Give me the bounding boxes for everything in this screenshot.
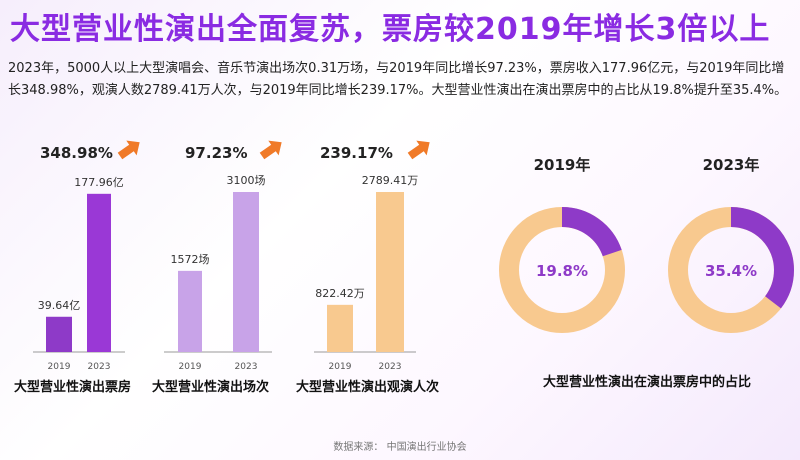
donut-1-slice — [499, 207, 625, 333]
value-label-3-2023: 2789.41万 — [362, 174, 419, 187]
value-label-3-2019: 822.42万 — [315, 287, 365, 300]
growth-label-1: 348.98% — [40, 144, 113, 162]
growth-label-2: 97.23% — [185, 144, 247, 162]
summary-text: 2023年，5000人以上大型演唱会、音乐节演出场次0.31万场，与2019年同… — [8, 61, 788, 98]
donut-2-slice — [668, 207, 794, 333]
bar-1-2023 — [87, 193, 111, 352]
chart-3-title: 大型营业性演出观演人次 — [296, 379, 439, 395]
donut-1-year: 2019年 — [534, 156, 591, 174]
value-label-1-2019: 39.64亿 — [38, 299, 81, 312]
bar-2-2023 — [233, 192, 259, 352]
bar-3-2023 — [376, 192, 404, 352]
tick-label-2-2019: 2019 — [179, 362, 202, 372]
data-source: 数据来源： 中国演出行业协会 — [333, 442, 467, 453]
pie-chart-title: 大型营业性演出在演出票房中的占比 — [543, 374, 751, 390]
growth-arrow-1-icon — [117, 140, 140, 160]
value-label-1-2023: 177.96亿 — [74, 176, 124, 189]
tick-label-3-2023: 2023 — [379, 362, 402, 372]
bar-2-2019 — [178, 270, 202, 352]
growth-arrow-3-icon — [407, 140, 430, 160]
tick-label-2-2023: 2023 — [235, 362, 258, 372]
growth-arrow-2-icon — [259, 140, 282, 160]
page-title: 大型营业性演出全面复苏，票房较2019年增长3倍以上 — [10, 12, 771, 47]
bar-1-2019 — [46, 316, 72, 352]
donut-2-value: 35.4% — [705, 262, 757, 280]
value-label-2-2023: 3100场 — [227, 173, 266, 187]
value-label-2-2019: 1572场 — [171, 252, 210, 266]
bar-3-2019 — [327, 304, 353, 352]
donut-1-value: 19.8% — [536, 262, 588, 280]
chart-1-title: 大型营业性演出票房 — [14, 379, 131, 395]
chart-2-title: 大型营业性演出场次 — [152, 379, 269, 395]
donut-2-year: 2023年 — [703, 156, 760, 174]
tick-label-1-2019: 2019 — [48, 362, 71, 372]
tick-label-3-2019: 2019 — [329, 362, 352, 372]
tick-label-1-2023: 2023 — [88, 362, 111, 372]
growth-label-3: 239.17% — [320, 144, 393, 162]
